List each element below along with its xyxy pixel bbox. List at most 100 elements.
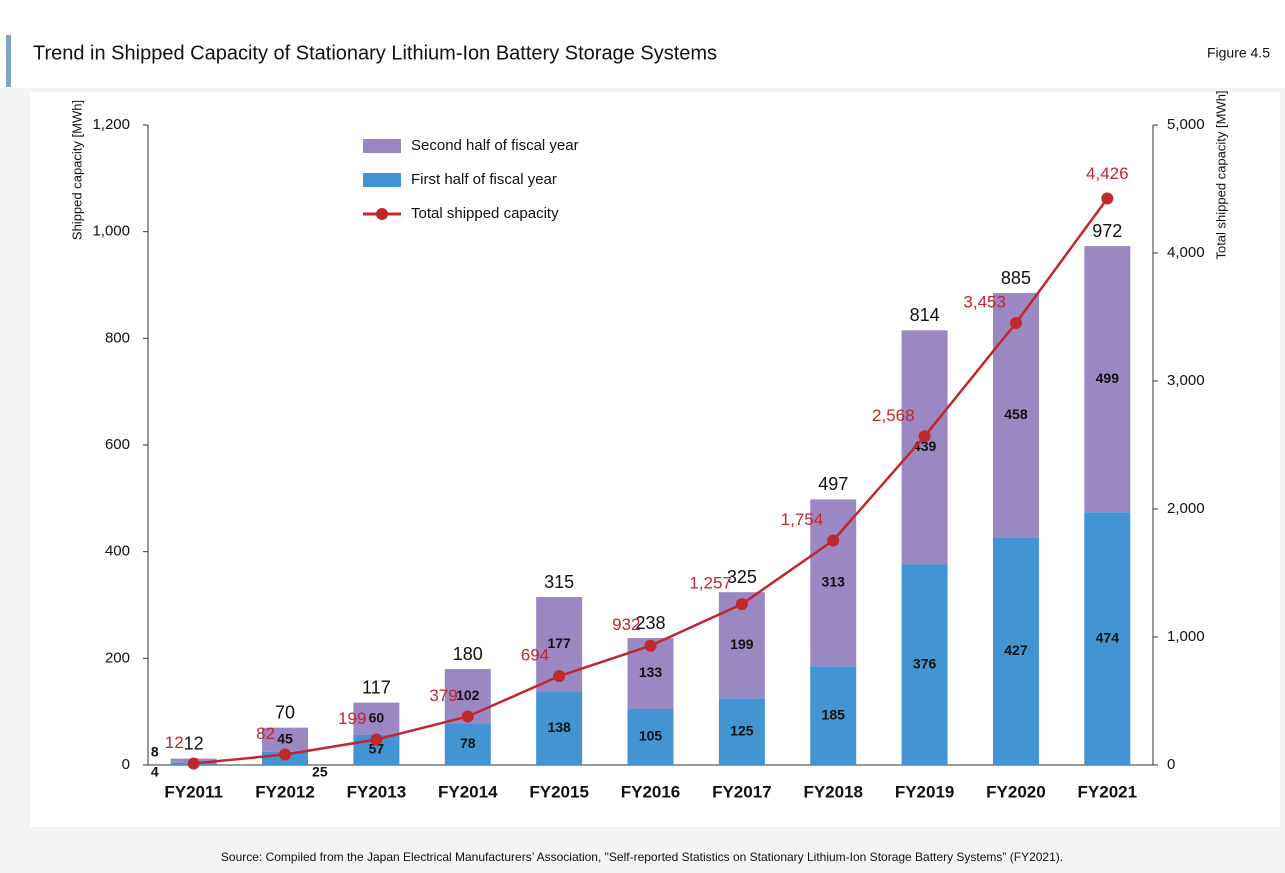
bar-segment	[262, 727, 309, 752]
legend-label: First half of fiscal year	[411, 171, 557, 188]
bar-segment	[444, 723, 491, 765]
y-tick-label: 1,200	[92, 116, 130, 133]
line-point	[1101, 192, 1114, 205]
line-value-label: 1,754	[781, 510, 824, 529]
line-point	[370, 733, 383, 746]
segment-label: 313	[822, 574, 846, 590]
line-value-label: 1,257	[689, 574, 732, 593]
y2-tick-label: 5,000	[1167, 116, 1205, 133]
x-tick-label: FY2013	[347, 782, 407, 801]
legend-marker	[376, 208, 388, 220]
bar-segment	[992, 537, 1039, 765]
total-label: 325	[727, 567, 757, 587]
line-point	[827, 534, 840, 547]
line-value-label: 2,568	[872, 406, 915, 425]
legend-swatch	[363, 139, 401, 153]
segment-label: 458	[1004, 406, 1028, 422]
segment-label: 60	[369, 709, 385, 725]
segment-label: 4	[151, 764, 159, 780]
bar-segment	[810, 666, 857, 765]
y2-tick-label: 2,000	[1167, 500, 1205, 517]
y-tick-label: 1,000	[92, 223, 130, 240]
x-tick-label: FY2012	[255, 782, 315, 801]
y2-tick-label: 3,000	[1167, 372, 1205, 389]
segment-label: 185	[822, 706, 846, 722]
x-tick-label: FY2019	[895, 782, 955, 801]
bar-segment	[718, 698, 765, 765]
segment-label: 133	[639, 664, 663, 680]
chart-title: Trend in Shipped Capacity of Stationary …	[33, 42, 717, 64]
y2-tick-label: 4,000	[1167, 244, 1205, 261]
segment-label: 125	[730, 722, 754, 738]
line-value-label: 82	[256, 724, 275, 743]
legend-label: Total shipped capacity	[411, 205, 559, 222]
x-tick-label: FY2016	[621, 782, 681, 801]
legend-swatch	[363, 173, 401, 187]
line-value-label: 3,453	[963, 293, 1006, 312]
line-point	[553, 670, 566, 683]
y-tick-label: 200	[105, 649, 130, 666]
bar-segment	[536, 691, 583, 765]
segment-label: 8	[151, 743, 159, 759]
x-tick-label: FY2017	[712, 782, 772, 801]
segment-label: 25	[312, 764, 328, 780]
y-tick-label: 400	[105, 543, 130, 560]
y-tick-label: 600	[105, 436, 130, 453]
segment-label: 102	[456, 687, 480, 703]
bar-segment	[992, 293, 1039, 538]
total-label: 12	[184, 733, 204, 753]
line-value-label: 199	[338, 709, 366, 728]
segment-label: 78	[460, 735, 476, 751]
source: Source: Compiled from the Japan Electric…	[221, 850, 1063, 864]
segment-label: 376	[913, 655, 937, 671]
total-label: 972	[1092, 221, 1122, 241]
segment-label: 474	[1096, 629, 1120, 645]
total-label: 70	[275, 702, 295, 722]
bar-segment	[1084, 246, 1131, 513]
x-tick-label: FY2021	[1078, 782, 1138, 801]
line-value-label: 694	[521, 646, 549, 665]
line-point	[279, 748, 292, 761]
segment-label: 427	[1004, 642, 1028, 658]
line-point	[461, 710, 474, 723]
total-label: 497	[818, 474, 848, 494]
segment-label: 177	[547, 635, 571, 651]
line-value-label: 12	[165, 733, 184, 752]
total-label: 315	[544, 572, 574, 592]
figure-label: Figure 4.5	[1207, 45, 1270, 61]
y-tick-label: 0	[122, 756, 130, 773]
bar-segment	[901, 564, 948, 765]
y2-axis-label: Total shipped capacity [MWh]	[1213, 90, 1228, 259]
bar-segment	[1084, 512, 1131, 765]
x-tick-label: FY2014	[438, 782, 498, 801]
bar-segment	[901, 330, 948, 565]
y2-tick-label: 1,000	[1167, 628, 1205, 645]
line-point	[1009, 317, 1022, 330]
total-label: 814	[910, 305, 940, 325]
segment-label: 105	[639, 728, 663, 744]
line-point	[644, 639, 657, 652]
x-tick-label: FY2015	[529, 782, 589, 801]
total-label: 238	[635, 613, 665, 633]
x-tick-label: FY2011	[164, 782, 223, 801]
line-value-label: 932	[612, 615, 640, 634]
line-point	[918, 430, 931, 443]
line-point	[187, 757, 200, 770]
bar-segment	[810, 499, 857, 667]
segment-label: 45	[277, 730, 293, 746]
title-accent	[6, 35, 11, 87]
bar-segment	[627, 709, 674, 765]
y-tick-label: 800	[105, 329, 130, 346]
legend-label: Second half of fiscal year	[411, 137, 579, 154]
line-value-label: 4,426	[1086, 164, 1129, 183]
y-axis-label: Shipped capacity [MWh]	[69, 100, 84, 240]
segment-label: 57	[369, 741, 385, 757]
total-label: 117	[362, 677, 391, 697]
segment-label: 199	[730, 636, 754, 652]
segment-label: 138	[547, 719, 571, 735]
line-point	[735, 598, 748, 611]
bar-segment	[353, 702, 400, 735]
y2-tick-label: 0	[1167, 756, 1175, 773]
segment-label: 499	[1096, 370, 1120, 386]
